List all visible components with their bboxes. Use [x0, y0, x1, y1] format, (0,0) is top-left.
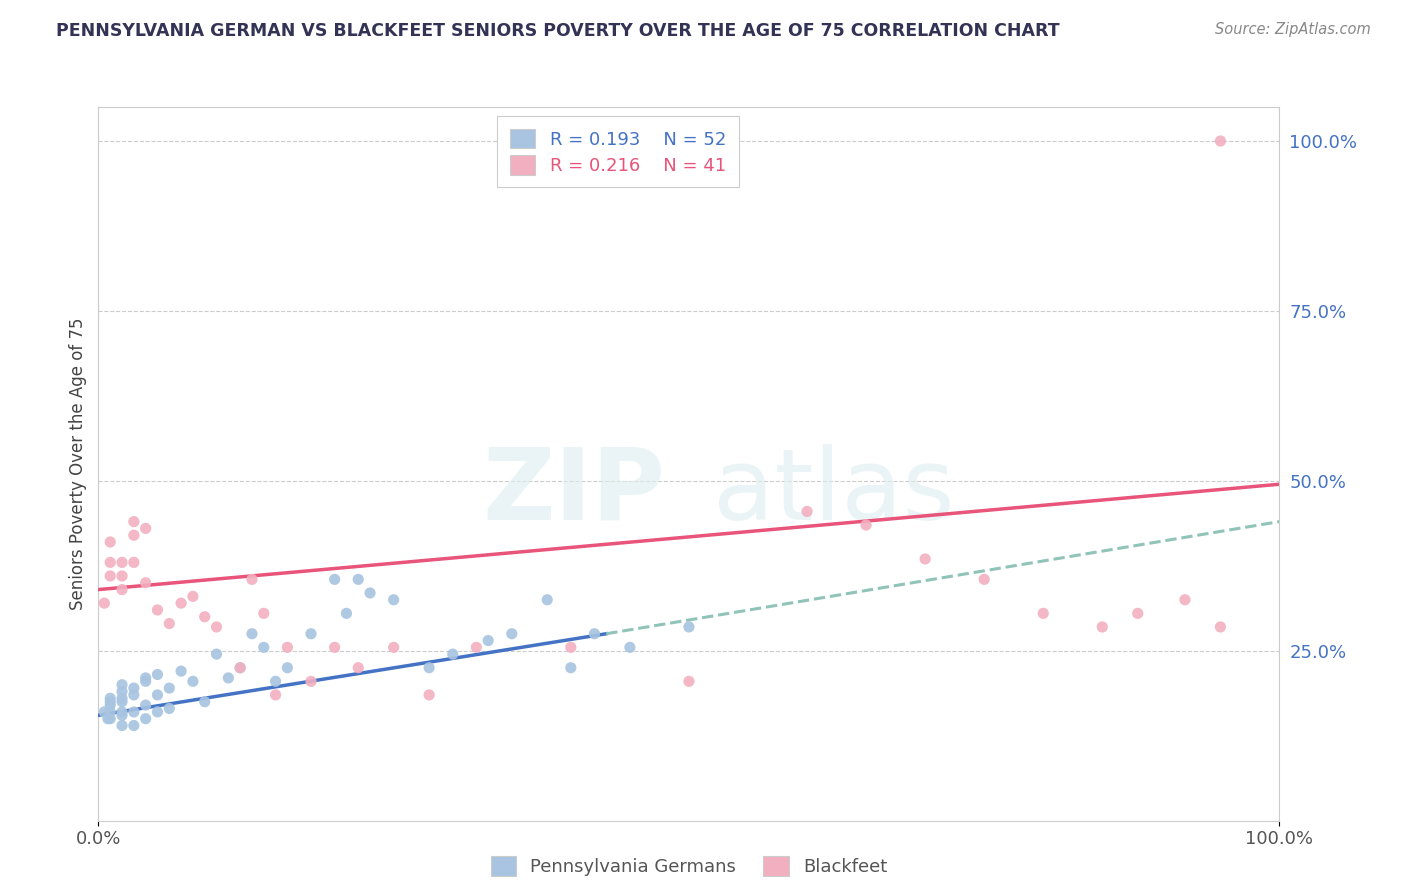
Point: [347, 661, 370, 675]
Point: [240, 626, 263, 640]
Text: PENNSYLVANIA GERMAN VS BLACKFEET SENIORS POVERTY OVER THE AGE OF 75 CORRELATION : PENNSYLVANIA GERMAN VS BLACKFEET SENIORS…: [56, 22, 1060, 40]
Point: [299, 626, 322, 640]
Point: [122, 705, 145, 719]
Point: [135, 521, 157, 535]
Point: [181, 674, 204, 689]
Point: [135, 671, 157, 685]
Point: [1209, 620, 1232, 634]
Point: [111, 691, 134, 706]
Point: [98, 695, 121, 709]
Point: [146, 688, 169, 702]
Text: ZIP: ZIP: [482, 444, 665, 541]
Point: [1209, 134, 1232, 148]
Point: [98, 535, 121, 549]
Point: [146, 705, 169, 719]
Point: [122, 555, 145, 569]
Point: [98, 705, 121, 719]
Point: [111, 705, 134, 719]
Point: [619, 640, 641, 655]
Point: [253, 607, 276, 621]
Point: [441, 647, 464, 661]
Point: [111, 582, 134, 597]
Point: [914, 552, 936, 566]
Point: [973, 573, 995, 587]
Point: [418, 661, 440, 675]
Point: [477, 633, 499, 648]
Point: [205, 647, 228, 661]
Point: [465, 640, 488, 655]
Point: [135, 575, 157, 590]
Point: [157, 701, 180, 715]
Point: [382, 640, 405, 655]
Point: [194, 609, 217, 624]
Point: [335, 607, 357, 621]
Text: Source: ZipAtlas.com: Source: ZipAtlas.com: [1215, 22, 1371, 37]
Point: [382, 592, 405, 607]
Point: [205, 620, 228, 634]
Point: [111, 708, 134, 723]
Point: [347, 573, 370, 587]
Point: [253, 640, 276, 655]
Point: [1032, 607, 1054, 621]
Point: [98, 712, 121, 726]
Point: [229, 661, 252, 675]
Point: [146, 667, 169, 681]
Point: [98, 698, 121, 712]
Point: [323, 640, 346, 655]
Point: [157, 681, 180, 695]
Point: [855, 518, 877, 533]
Point: [122, 515, 145, 529]
Point: [122, 681, 145, 695]
Point: [560, 661, 582, 675]
Point: [229, 661, 252, 675]
Point: [583, 626, 606, 640]
Point: [678, 620, 700, 634]
Point: [111, 555, 134, 569]
Point: [111, 569, 134, 583]
Legend: Pennsylvania Germans, Blackfeet: Pennsylvania Germans, Blackfeet: [484, 848, 894, 883]
Point: [796, 504, 818, 518]
Point: [122, 688, 145, 702]
Point: [194, 695, 217, 709]
Point: [98, 691, 121, 706]
Point: [170, 664, 193, 678]
Point: [299, 674, 322, 689]
Point: [98, 555, 121, 569]
Point: [418, 688, 440, 702]
Point: [146, 603, 169, 617]
Point: [93, 596, 115, 610]
Text: atlas: atlas: [713, 444, 955, 541]
Point: [181, 590, 204, 604]
Point: [111, 678, 134, 692]
Point: [170, 596, 193, 610]
Point: [501, 626, 523, 640]
Y-axis label: Seniors Poverty Over the Age of 75: Seniors Poverty Over the Age of 75: [69, 318, 87, 610]
Point: [122, 528, 145, 542]
Point: [122, 718, 145, 732]
Point: [135, 712, 157, 726]
Point: [1126, 607, 1149, 621]
Point: [97, 712, 120, 726]
Point: [359, 586, 381, 600]
Point: [1174, 592, 1197, 607]
Point: [536, 592, 558, 607]
Point: [276, 661, 298, 675]
Point: [264, 688, 287, 702]
Point: [111, 695, 134, 709]
Point: [1091, 620, 1114, 634]
Point: [135, 698, 157, 712]
Point: [93, 705, 115, 719]
Point: [240, 573, 263, 587]
Point: [560, 640, 582, 655]
Point: [217, 671, 239, 685]
Point: [98, 569, 121, 583]
Point: [111, 684, 134, 698]
Point: [157, 616, 180, 631]
Point: [323, 573, 346, 587]
Point: [135, 674, 157, 689]
Point: [276, 640, 298, 655]
Point: [678, 674, 700, 689]
Point: [264, 674, 287, 689]
Point: [111, 718, 134, 732]
